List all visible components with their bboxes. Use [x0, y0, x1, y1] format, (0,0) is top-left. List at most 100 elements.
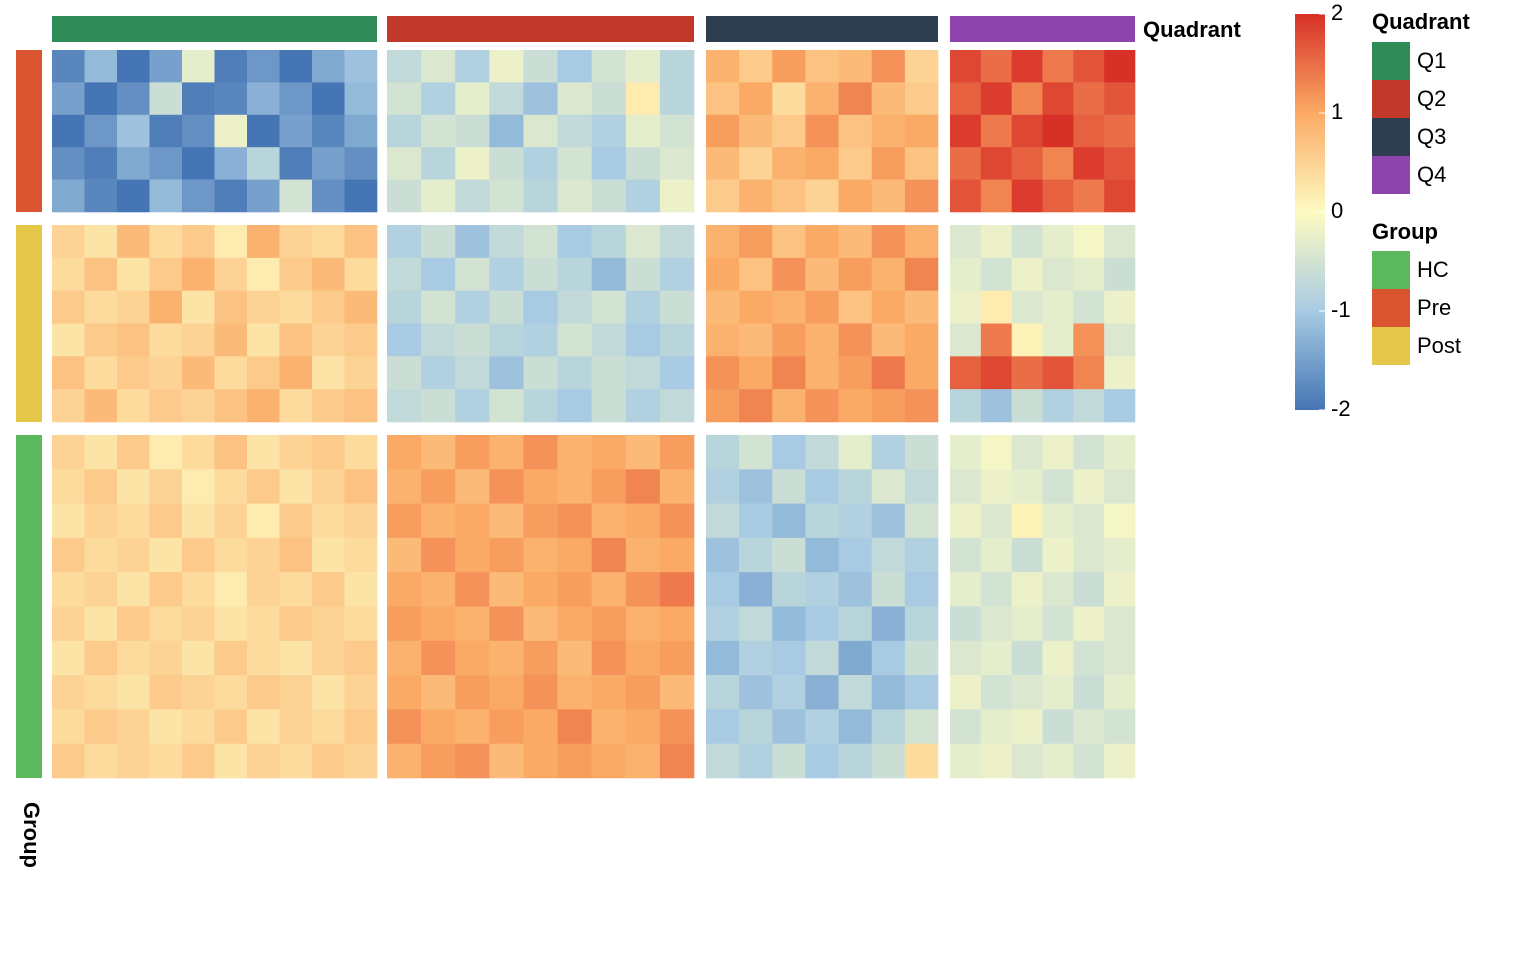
heatmap-cell — [52, 50, 85, 83]
heatmap-cell — [344, 435, 378, 470]
heatmap-cell — [489, 225, 524, 259]
heatmap-cell — [149, 389, 183, 423]
heatmap-cell — [117, 389, 150, 423]
heatmap-cell — [871, 435, 906, 470]
heatmap-cell — [387, 257, 422, 291]
heatmap-cell — [904, 50, 939, 83]
heatmap-cell — [871, 114, 906, 148]
heatmap-cell — [214, 743, 248, 779]
heatmap-cell — [591, 225, 627, 259]
heatmap-cell — [52, 469, 85, 504]
heatmap-cell — [52, 323, 85, 357]
heatmap-cell — [980, 675, 1012, 710]
heatmap-cell — [214, 435, 248, 470]
heatmap-cell — [279, 225, 313, 259]
heatmap-cell — [772, 179, 806, 213]
heatmap-cell — [489, 356, 524, 390]
heatmap-cell — [489, 50, 524, 83]
heatmap-cell — [344, 147, 378, 180]
row-annotation — [16, 50, 42, 212]
heatmap-cell — [344, 606, 378, 642]
heatmap-cell — [214, 82, 248, 116]
heatmap-cell — [52, 537, 85, 573]
heatmap-cell — [455, 675, 490, 710]
heatmap-cell — [871, 356, 906, 390]
heatmap-cell — [904, 675, 939, 710]
heatmap-cell — [455, 503, 490, 539]
heatmap-cell — [247, 640, 280, 676]
heatmap-cell — [84, 435, 118, 470]
heatmap-cell — [1073, 537, 1105, 573]
heatmap-cell — [772, 572, 806, 607]
heatmap-cell — [950, 50, 982, 83]
heatmap-cell — [739, 537, 773, 573]
heatmap-cell — [312, 606, 345, 642]
heatmap-cell — [84, 225, 118, 259]
heatmap-cell — [214, 709, 248, 744]
heatmap-cell — [904, 356, 939, 390]
heatmap-cell — [739, 147, 773, 180]
heatmap-cell — [149, 709, 183, 744]
heatmap-cell — [421, 469, 456, 504]
heatmap-cell — [950, 469, 982, 504]
heatmap-cell — [706, 389, 740, 423]
heatmap-cell — [557, 675, 592, 710]
heatmap-cell — [805, 572, 839, 607]
heatmap-cell — [591, 356, 627, 390]
heatmap-cell — [838, 114, 873, 148]
legend-swatch — [1372, 251, 1410, 289]
heatmap-cell — [84, 606, 118, 642]
heatmap-cell — [279, 606, 313, 642]
heatmap-cell — [1042, 323, 1074, 357]
heatmap-cell — [739, 179, 773, 213]
heatmap-cell — [52, 356, 85, 390]
heatmap-cell — [247, 50, 280, 83]
heatmap-cell — [214, 179, 248, 213]
heatmap-cell — [421, 503, 456, 539]
heatmap-cell — [1011, 743, 1043, 779]
heatmap-cell — [706, 82, 740, 116]
heatmap-cell — [625, 356, 661, 390]
heatmap-cell — [772, 675, 806, 710]
heatmap-cell — [182, 290, 215, 324]
heatmap-cell — [871, 503, 906, 539]
heatmap-cell — [421, 50, 456, 83]
heatmap-cell — [1073, 147, 1105, 180]
heatmap-cell — [871, 82, 906, 116]
heatmap-cell — [489, 147, 524, 180]
heatmap-cell — [84, 257, 118, 291]
heatmap-cell — [980, 537, 1012, 573]
heatmap-cell — [84, 675, 118, 710]
heatmap-cell — [214, 147, 248, 180]
heatmap-cell — [904, 640, 939, 676]
heatmap-cell — [182, 179, 215, 213]
heatmap-cell — [659, 743, 695, 779]
heatmap-cell — [706, 50, 740, 83]
heatmap-cell — [625, 572, 661, 607]
heatmap-cell — [523, 389, 558, 423]
heatmap-cell — [523, 640, 558, 676]
heatmap-cell — [1104, 709, 1136, 744]
heatmap-cell — [523, 606, 558, 642]
heatmap-cell — [772, 709, 806, 744]
heatmap-cell — [344, 743, 378, 779]
heatmap-cell — [149, 435, 183, 470]
heatmap-cell — [344, 290, 378, 324]
heatmap-cell — [312, 435, 345, 470]
heatmap-cell — [1073, 114, 1105, 148]
heatmap-cell — [871, 709, 906, 744]
heatmap-cell — [1011, 179, 1043, 213]
heatmap-cell — [84, 290, 118, 324]
heatmap-cell — [247, 675, 280, 710]
heatmap-cell — [557, 606, 592, 642]
heatmap-cell — [739, 290, 773, 324]
heatmap-cell — [1073, 82, 1105, 116]
heatmap-cell — [117, 709, 150, 744]
heatmap-cell — [739, 389, 773, 423]
heatmap-cell — [904, 147, 939, 180]
heatmap-cell — [344, 323, 378, 357]
heatmap-cell — [523, 469, 558, 504]
heatmap-cell — [421, 640, 456, 676]
heatmap-cell — [523, 179, 558, 213]
heatmap-cell — [557, 147, 592, 180]
